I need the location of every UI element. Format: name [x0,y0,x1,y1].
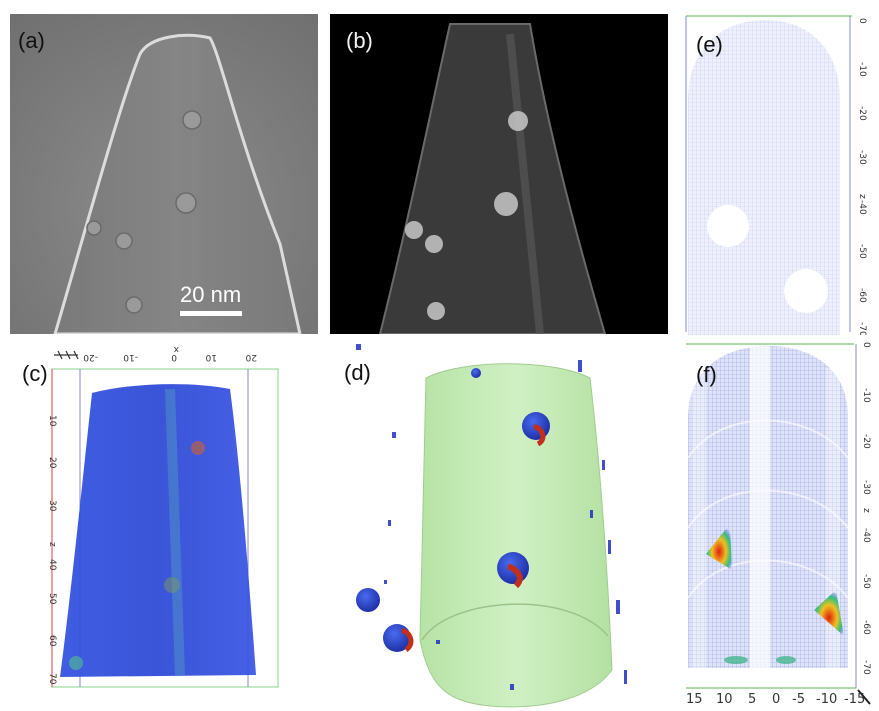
panel-e-mesh: 0 -10 -20 -30 z -40 -50 -60 -70 (e) [680,10,870,335]
mesh-f-graphic: 0 -10 -20 -30 z -40 -50 -60 -70 [680,338,879,711]
f-bottom-tick-1: 10 [716,692,733,707]
tomogram-graphic [330,14,668,334]
f-side-tick-0: 0 [861,342,871,348]
e-side-tick-1: -10 [857,62,867,77]
panel-d-isosurface: (d) [340,340,640,710]
f-bottom-tick-2: 5 [748,692,757,707]
c-side-tick-0: 10 [47,415,57,427]
e-side-tick-2: -20 [857,106,867,121]
f-side-axis-letter: z [861,508,871,513]
scale-bar-label: 20 nm [180,282,242,307]
panel-e-label: (e) [696,32,723,57]
c-side-tick-6: 70 [47,673,57,685]
c-side-ticks: 10 20 30 z 40 50 60 70 [47,415,57,685]
c-top-tick-4: 20 [245,352,257,362]
density-volume-graphic: -20 -10 0 10 20 x 10 20 30 z 40 50 60 70 [20,345,300,690]
c-side-tick-1: 20 [47,457,57,469]
mesh-e-graphic: 0 -10 -20 -30 z -40 -50 -60 -70 [680,10,870,335]
c-top-ticks: -20 -10 0 10 20 x [83,345,257,362]
f-side-tick-2: -20 [861,434,871,449]
panel-d-label: (d) [344,360,371,385]
f-side-tick-1: -10 [861,388,871,403]
panel-f-label: (f) [696,362,717,387]
c-side-tick-5: 60 [47,635,57,647]
f-side-tick-3: -30 [861,480,871,495]
f-side-tick-6: -60 [861,620,871,635]
e-side-tick-7: -70 [857,322,867,335]
panel-c-density-volume: -20 -10 0 10 20 x 10 20 30 z 40 50 60 70… [20,345,300,690]
isosurface-graphic [340,340,640,710]
c-side-tick-4: 50 [47,593,57,605]
panel-b-tomogram: (b) [330,14,668,334]
c-top-axis-letter: x [173,345,179,354]
f-bottom-tick-4: -5 [792,692,805,707]
axis-triad-icon [54,350,79,360]
c-top-tick-3: 10 [205,352,217,362]
panel-b-label: (b) [346,28,373,53]
f-bottom-tick-0: 15 [686,692,703,707]
f-bottom-tick-3: 0 [772,692,781,707]
e-side-tick-3: -30 [857,150,867,165]
panel-a-tem-image: (a) 20 nm [10,14,318,334]
c-top-tick-0: -20 [83,352,98,362]
f-side-tick-7: -70 [861,660,871,675]
tem-image-graphic [10,14,318,334]
c-side-tick-3: 40 [47,559,57,571]
f-side-tick-5: -50 [861,574,871,589]
panel-f-mesh-heatmap: 0 -10 -20 -30 z -40 -50 -60 -70 (f) 15 1… [680,338,879,711]
panel-c-label: (c) [22,361,48,386]
f-bottom-tick-5: -10 [816,692,838,707]
c-top-tick-1: -10 [123,352,138,362]
scale-bar [180,311,242,316]
e-side-tick-0: 0 [857,18,867,24]
c-top-tick-2: 0 [171,352,177,362]
e-side-axis-letter: z [857,194,867,199]
panel-a-label: (a) [18,28,45,53]
c-side-tick-2: 30 [47,500,57,512]
e-side-tick-4: -40 [857,200,867,215]
e-side-tick-5: -50 [857,244,867,259]
f-bottom-tick-6: -15 [844,692,866,707]
f-side-tick-4: -40 [861,528,871,543]
e-side-tick-6: -60 [857,288,867,303]
c-side-axis-letter: z [47,542,57,547]
